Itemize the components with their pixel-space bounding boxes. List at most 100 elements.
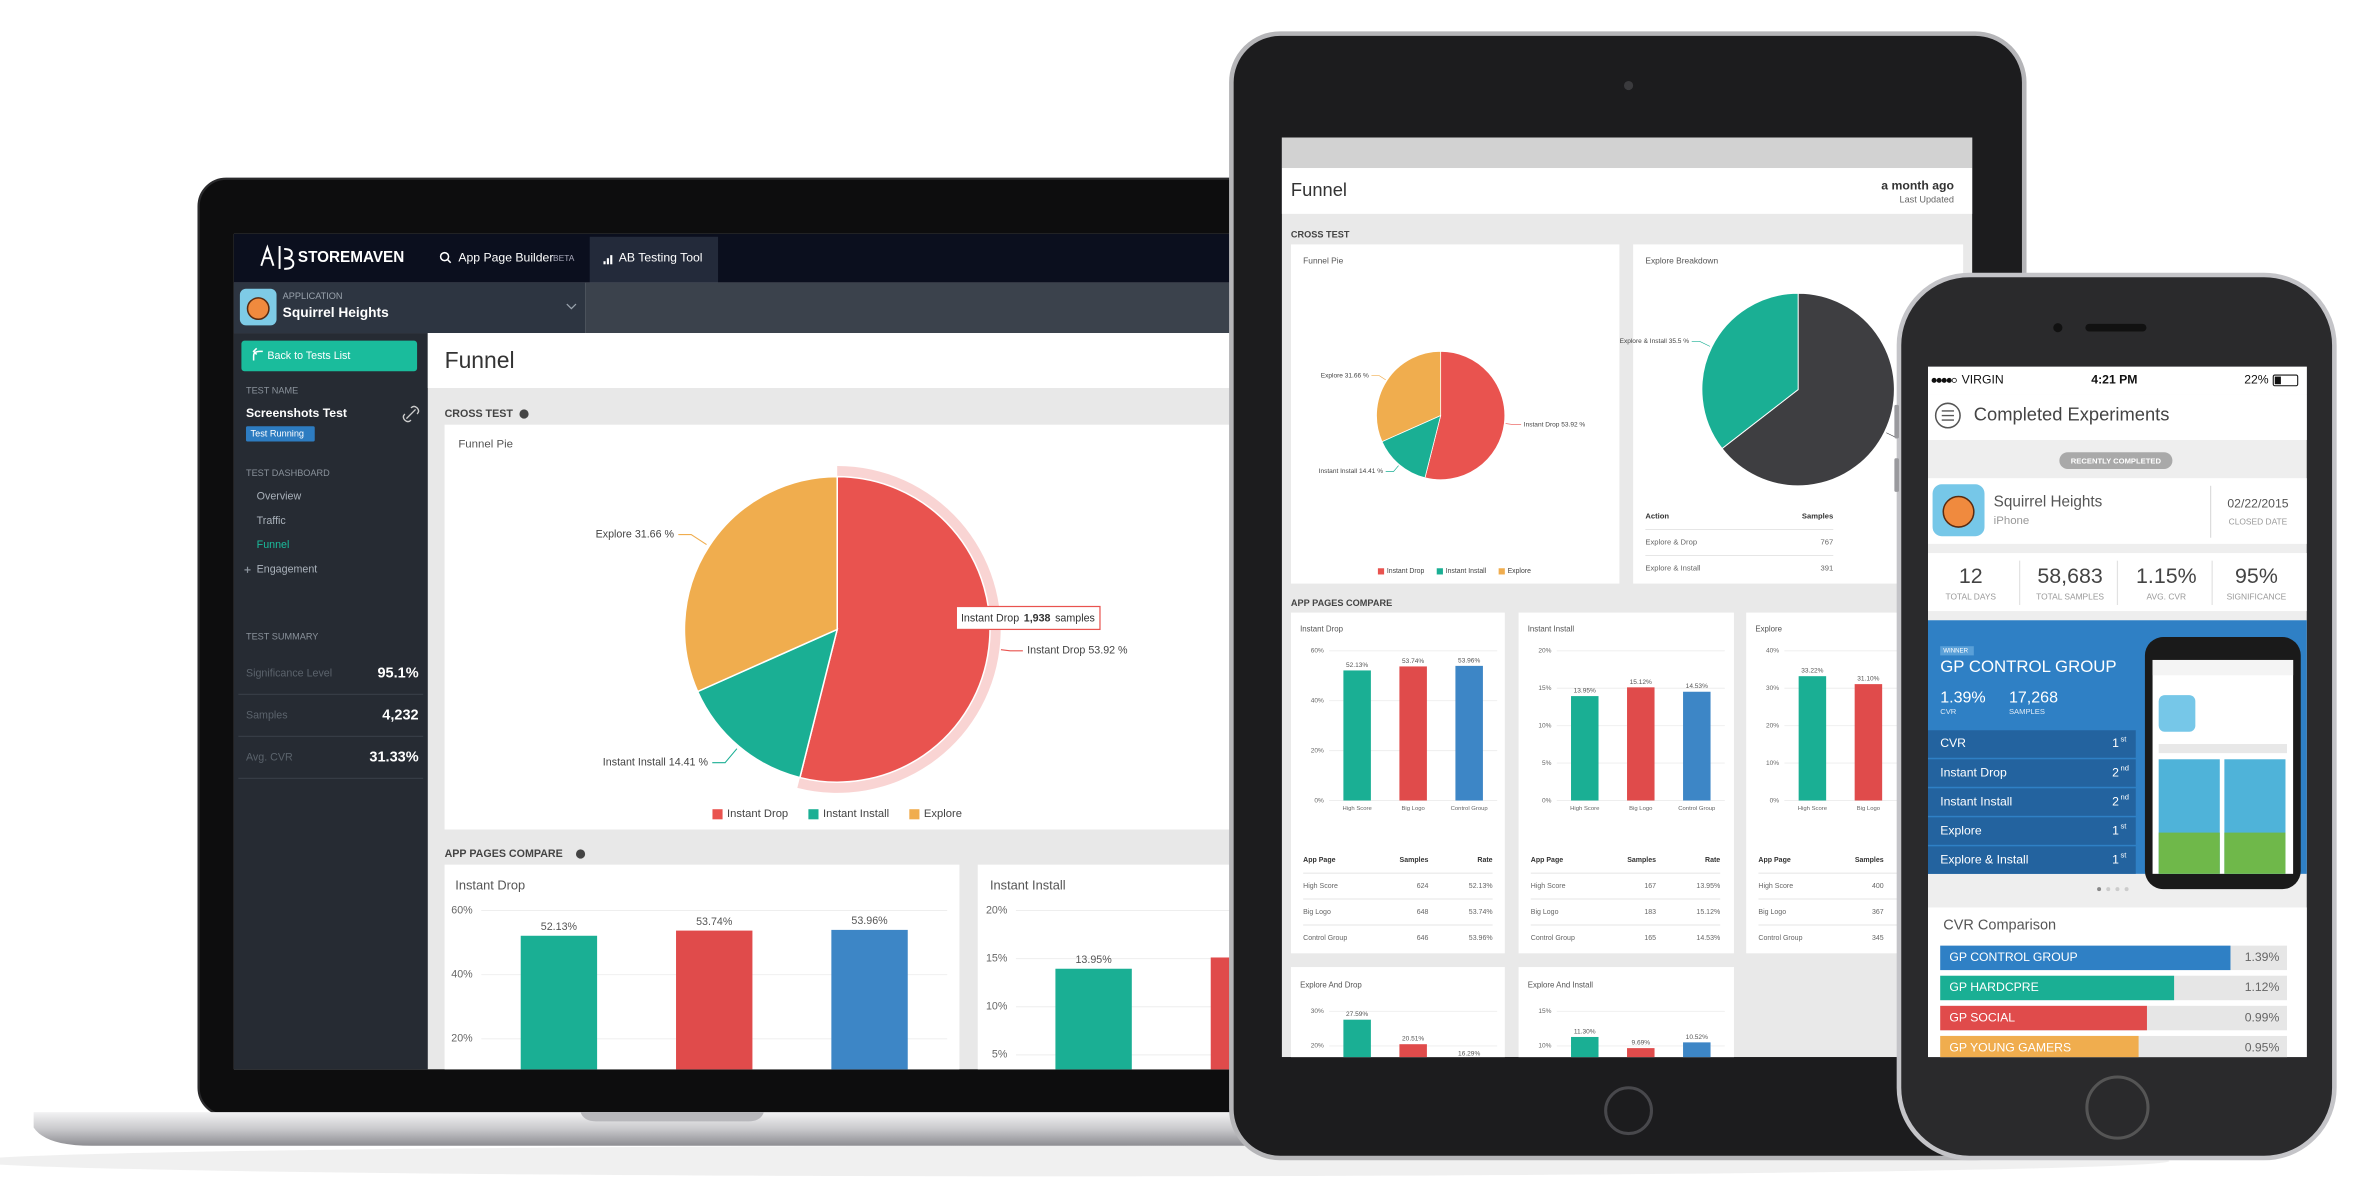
rank-row — [1927, 817, 2136, 845]
table-header: Rate — [1477, 857, 1492, 864]
section-heading: CROSS TEST — [1291, 230, 1350, 240]
bar — [1940, 1035, 2139, 1058]
section-label: TEST DASHBOARD — [246, 468, 330, 478]
table-cell: High Score — [1758, 883, 1793, 890]
legend-swatch — [808, 809, 819, 820]
winner-tag-label: WINNER — [1943, 647, 1968, 654]
label-leader — [1000, 649, 1023, 652]
preview-ground — [2224, 832, 2286, 874]
x-tick-label: High Score — [1343, 806, 1373, 812]
signal-dot — [1941, 377, 1947, 383]
pie-value-label: Instant Install 14.41 % — [603, 757, 709, 769]
table-header: Samples — [1400, 857, 1429, 864]
page-header — [427, 333, 1273, 389]
chart-title: Instant Install — [1528, 624, 1575, 633]
pie-value-label: Explore & Install 35.5 % — [1620, 338, 1690, 345]
table-cell: 345 — [1872, 935, 1884, 942]
link-icon — [402, 405, 420, 423]
stat-value: 12 — [1959, 564, 1983, 588]
bar-value-label: 53.74% — [696, 916, 733, 928]
stat-label: TOTAL SAMPLES — [2036, 592, 2104, 602]
rank-value: 1 — [2112, 823, 2119, 837]
rank-value: 1 — [2112, 852, 2119, 866]
rank-label: Explore & Install — [1940, 852, 2028, 866]
status-bar — [1927, 366, 2307, 395]
tablet-camera — [1623, 80, 1634, 91]
bar-value-label: 1.39% — [2245, 950, 2280, 964]
y-tick-label: 40% — [1311, 697, 1324, 704]
chart-title: Explore Breakdown — [1645, 255, 1718, 265]
updated-label: Last Updated — [1899, 195, 1953, 205]
table-cell: 167 — [1644, 883, 1656, 890]
label-leader — [712, 748, 738, 764]
laptop-notch — [580, 1112, 764, 1122]
battery-percent: 22% — [2244, 373, 2269, 387]
bar — [1683, 1042, 1711, 1058]
section-badge — [2059, 452, 2173, 470]
rank-label: Explore — [1940, 823, 1982, 837]
sidebar-menu-item[interactable]: Overview — [257, 490, 302, 502]
y-tick-label: 20% — [1538, 648, 1551, 655]
table-cell: 52.13% — [1469, 883, 1493, 890]
back-button[interactable] — [241, 340, 418, 372]
winner-samples: 17,268 — [2009, 688, 2058, 706]
bar-value-label: 10.52% — [1686, 1034, 1708, 1041]
phone-side-button — [1894, 404, 1899, 439]
table-cell: 391 — [1821, 563, 1834, 572]
back-icon — [252, 347, 263, 361]
label-leader — [678, 534, 707, 545]
page-header — [1281, 168, 1973, 214]
sidebar-menu-item[interactable]: Funnel — [257, 539, 290, 551]
signal-dot — [1951, 377, 1957, 383]
bar — [1343, 670, 1371, 801]
rank-value: 1 — [2112, 736, 2119, 750]
nav-link[interactable]: App Page Builder — [458, 250, 553, 264]
carousel-dot — [2124, 887, 2129, 892]
bar-value-label: 53.74% — [1402, 658, 1424, 665]
app-label: APPLICATION — [283, 291, 343, 301]
bar — [520, 935, 598, 1070]
rank-suffix: st — [2120, 851, 2127, 860]
section-label: TEST NAME — [246, 386, 298, 396]
x-tick-label: Big Logo — [1629, 806, 1653, 812]
bar — [1683, 691, 1711, 801]
tablet-home-button — [1604, 1086, 1654, 1136]
table-cell: High Score — [1531, 883, 1566, 890]
brand-logo — [260, 244, 295, 270]
summary-label: Avg. CVR — [246, 752, 293, 764]
table-cell: 648 — [1417, 909, 1429, 916]
winner-cvr-label: CVR — [1940, 707, 1957, 716]
signal-dot — [1936, 377, 1942, 383]
legend-swatch — [1436, 568, 1443, 575]
sidebar-menu-item[interactable]: Engagement — [257, 564, 318, 576]
summary-label: Samples — [246, 710, 288, 722]
nav-link[interactable]: AB Testing Tool — [619, 250, 703, 264]
bar-value-label: 33.22% — [1801, 668, 1823, 675]
table-cell: 400 — [1872, 883, 1884, 890]
menu-button[interactable] — [1934, 402, 1961, 429]
chart-title: Explore And Install — [1528, 980, 1593, 989]
legend-label: Instant Install — [1446, 568, 1487, 575]
table-cell: Big Logo — [1531, 909, 1559, 916]
carousel-dot — [2106, 887, 2111, 892]
bar-value-label: 27.59% — [1346, 1011, 1368, 1018]
sidebar-menu-item[interactable]: Traffic — [257, 515, 287, 527]
chart-title: CVR Comparison — [1943, 918, 2056, 934]
status-label: Test Running — [251, 428, 304, 438]
preview-tabs — [2158, 743, 2288, 754]
y-tick-label: 20% — [1311, 747, 1324, 754]
app-header — [1927, 394, 2307, 440]
top-bar — [1281, 137, 1973, 169]
section-heading: APP PAGES COMPARE — [445, 848, 563, 860]
bar-value-label: 15.12% — [1630, 679, 1652, 686]
bar — [1399, 666, 1427, 801]
bar-value-label: 16.29% — [1458, 1050, 1480, 1057]
stat-value: 58,683 — [2037, 564, 2102, 588]
table-cell: 53.74% — [1469, 909, 1493, 916]
bar-value-label: 52.13% — [1346, 662, 1368, 669]
chart-icon — [606, 258, 609, 265]
label-leader — [1385, 465, 1399, 472]
x-tick-label: High Score — [1798, 806, 1828, 812]
tooltip — [955, 605, 1101, 631]
stat-label: TOTAL DAYS — [1946, 592, 1997, 602]
